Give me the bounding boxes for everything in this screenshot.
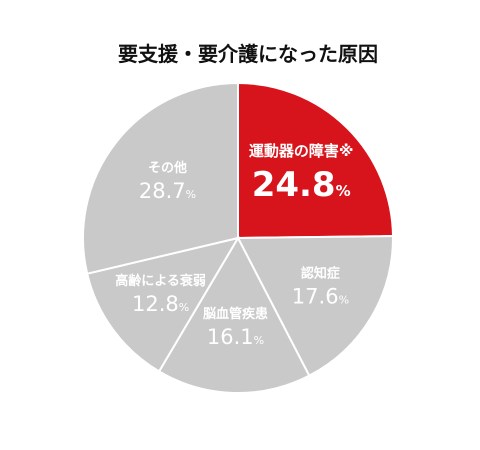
slice-label-3: 高齢による衰弱 <box>115 273 206 289</box>
pie-slices <box>82 81 395 394</box>
slice-unit-4: % <box>186 188 196 201</box>
pie-slice-4 <box>82 81 239 275</box>
slice-label-1: 認知症 <box>301 265 340 281</box>
pie-slice-0 <box>237 81 395 240</box>
slice-value-4: 28.7% <box>139 179 196 203</box>
chart-title: 要支援・要介護になった原因 <box>118 42 378 66</box>
pie-slice-3 <box>85 236 241 373</box>
slice-value-2: 16.1% <box>207 325 264 349</box>
slice-unit-3: % <box>179 301 189 314</box>
slice-unit-1: % <box>339 293 349 306</box>
slice-label-4: その他 <box>148 160 187 176</box>
slice-unit-2: % <box>254 334 264 347</box>
slice-unit-0: % <box>336 182 351 200</box>
slice-value-3: 12.8% <box>132 292 189 316</box>
slice-label-0: 運動器の障害※ <box>249 142 354 160</box>
pie-slice-1 <box>236 235 394 378</box>
slice-label-2: 脳血管疾患 <box>203 306 268 322</box>
slice-value-0: 24.8% <box>252 165 351 205</box>
pie-labels: 運動器の障害※ 24.8% 認知症 17.6% 脳血管疾患 16.1% 高齢による衰弱 12.… <box>115 142 353 349</box>
pie-slice-2 <box>157 235 311 394</box>
slice-value-1: 17.6% <box>292 284 349 308</box>
